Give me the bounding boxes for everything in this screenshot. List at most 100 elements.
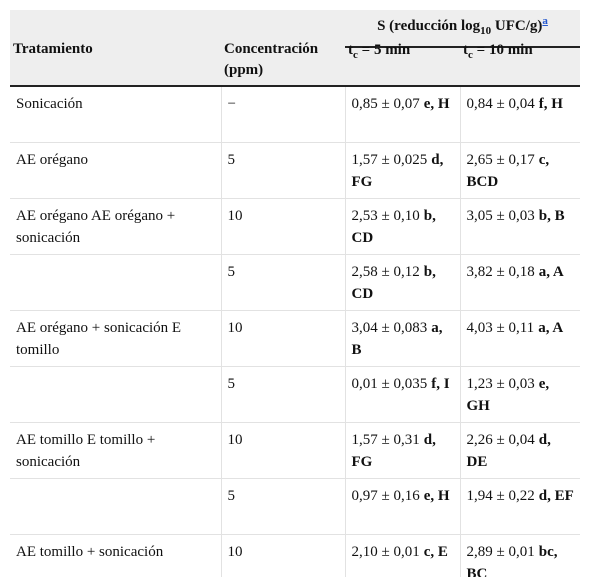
cell-letters: e, H — [423, 488, 450, 504]
table-cell: AE tomillo E tomillo + sonicación — [10, 422, 222, 479]
cell-letters: f, I — [431, 376, 450, 392]
cell-value: 2,65 ± 0,17 — [466, 152, 535, 168]
table-cell: AE orégano AE orégano + sonicación — [10, 198, 222, 255]
table-cell: 2,65 ± 0,17 c, BCD — [460, 142, 580, 199]
table-cell: 1,57 ± 0,025 d, FG — [345, 142, 461, 199]
concentration-header: Concentración (ppm) — [221, 41, 345, 87]
header-text: Tratamiento — [13, 41, 93, 57]
table-row: Sonicación −0,85 ± 0,07 e, H 0,84 ± 0,04 f, … — [10, 86, 580, 143]
header-text: UFC/g) — [491, 18, 543, 34]
subscript: c — [468, 49, 473, 61]
cell-text: 10 — [227, 432, 243, 448]
cell-letters: b, CD — [351, 264, 436, 302]
footnote-link[interactable]: a — [542, 15, 548, 27]
cell-value: 3,82 ± 0,18 — [466, 264, 535, 280]
subscript: 10 — [480, 25, 492, 37]
cell-letters: b, B — [538, 208, 565, 224]
cell-letters: d, EF — [538, 488, 574, 504]
cell-letters: c, E — [423, 544, 448, 560]
table-cell: 5 — [221, 142, 346, 199]
table-cell: 1,94 ± 0,22 d, EF — [460, 478, 580, 535]
cell-value: 2,10 ± 0,01 — [351, 544, 420, 560]
header-text: S (reducción log — [377, 18, 481, 34]
table-row: AE tomillo E tomillo + sonicación 10 1,57 … — [10, 422, 580, 479]
cell-text: AE orégano + sonicación E tomillo — [16, 320, 182, 358]
table-cell — [10, 254, 222, 311]
table-cell: Sonicación — [10, 86, 222, 143]
table-row: 5 0,97 ± 0,16 e, H 1,94 ± 0,22 d, EF — [10, 478, 580, 535]
table-body: Sonicación −0,85 ± 0,07 e, H 0,84 ± 0,04 f, … — [10, 86, 580, 577]
cell-value: 1,94 ± 0,22 — [466, 488, 535, 504]
cell-text: 5 — [227, 488, 236, 504]
cell-value: 2,89 ± 0,01 — [466, 544, 535, 560]
t10-header: tc = 10 min — [460, 42, 580, 87]
t5-header: tc = 5 min — [345, 42, 460, 87]
header-blank — [10, 10, 221, 47]
table-cell — [10, 478, 222, 535]
cell-text: 10 — [227, 544, 243, 560]
header-text: Concentración (ppm) — [224, 41, 319, 78]
cell-value: 2,58 ± 0,12 — [351, 264, 420, 280]
cell-value: 0,01 ± 0,035 — [351, 376, 428, 392]
table-cell: 0,85 ± 0,07 e, H — [345, 86, 461, 143]
table-cell: 5 — [221, 366, 346, 423]
table-cell: 0,97 ± 0,16 e, H — [345, 478, 461, 535]
cell-value: 4,03 ± 0,11 — [466, 320, 535, 336]
table-row: AE orégano AE orégano + sonicación 10 2,53… — [10, 198, 580, 255]
table-cell: AE tomillo + sonicación — [10, 534, 222, 577]
cell-value: 2,53 ± 0,10 — [351, 208, 420, 224]
cell-value: 1,23 ± 0,03 — [466, 376, 535, 392]
cell-text: Sonicación — [16, 96, 83, 112]
cell-letters: bc, BC — [466, 544, 558, 577]
table-cell: 10 — [221, 422, 346, 479]
cell-letters: a, B — [351, 320, 443, 358]
table-cell: − — [221, 86, 346, 143]
cell-letters: a, A — [538, 320, 564, 336]
table-cell: AE orégano + sonicación E tomillo — [10, 310, 222, 367]
cell-value: 0,97 ± 0,16 — [351, 488, 420, 504]
cell-value: 3,04 ± 0,083 — [351, 320, 428, 336]
cell-value: 1,57 ± 0,31 — [351, 432, 420, 448]
table-cell: 2,58 ± 0,12 b, CD — [345, 254, 461, 311]
cell-letters: d, FG — [351, 432, 436, 470]
table-row: AE tomillo + sonicación 10 2,10 ± 0,01 c, E… — [10, 534, 580, 577]
cell-value: 0,85 ± 0,07 — [351, 96, 420, 112]
cell-letters: c, BCD — [466, 152, 550, 190]
cell-text: AE tomillo E tomillo + sonicación — [16, 432, 156, 470]
cell-letters: a, A — [538, 264, 564, 280]
table-cell: AE orégano — [10, 142, 222, 199]
header-blank — [221, 10, 345, 47]
table-cell: 2,26 ± 0,04 d, DE — [460, 422, 580, 479]
cell-text: 5 — [227, 264, 236, 280]
cell-text: AE orégano AE orégano + sonicación — [16, 208, 176, 246]
table-cell: 10 — [221, 198, 346, 255]
cell-letters: d, FG — [351, 152, 444, 190]
table-cell: 3,04 ± 0,083 a, B — [345, 310, 461, 367]
cell-letters: d, DE — [466, 432, 551, 470]
table-cell: 1,57 ± 0,31 d, FG — [345, 422, 461, 479]
group-header: S (reducción log10 UFC/g)a — [345, 10, 580, 48]
results-table: S (reducción log10 UFC/g)a Tratamiento C… — [10, 10, 580, 577]
table-row: AE orégano + sonicación E tomillo 10 3,04 … — [10, 310, 580, 367]
table-cell: 0,01 ± 0,035 f, I — [345, 366, 461, 423]
header-text: = 5 min — [357, 42, 411, 58]
table-cell: 0,84 ± 0,04 f, H — [460, 86, 580, 143]
header-text: t — [463, 42, 468, 58]
table-row: AE orégano 5 1,57 ± 0,025 d, FG 2,65 ± 0,17 c… — [10, 142, 580, 199]
header-text: = 10 min — [472, 42, 533, 58]
table-cell: 10 — [221, 310, 346, 367]
cell-text: AE tomillo + sonicación — [16, 544, 164, 560]
cell-text: 10 — [227, 320, 243, 336]
subscript: c — [353, 49, 358, 61]
header-text: t — [348, 42, 353, 58]
cell-letters: e, H — [423, 96, 450, 112]
cell-text: 10 — [227, 208, 243, 224]
table-cell: 5 — [221, 478, 346, 535]
table-cell: 2,53 ± 0,10 b, CD — [345, 198, 461, 255]
cell-text: 5 — [227, 152, 236, 168]
cell-letters: e, GH — [466, 376, 550, 414]
table-cell: 5 — [221, 254, 346, 311]
cell-text: − — [227, 96, 236, 112]
cell-value: 1,57 ± 0,025 — [351, 152, 428, 168]
table-cell: 2,10 ± 0,01 c, E — [345, 534, 461, 577]
